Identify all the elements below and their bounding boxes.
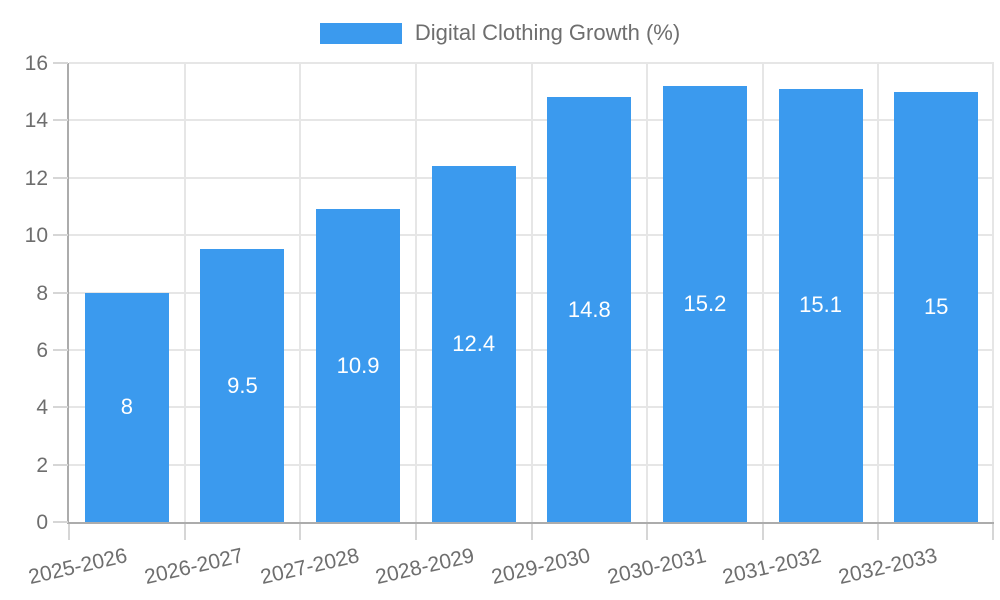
- bar-value-label: 15: [923, 293, 949, 319]
- bar-value-label: 12.4: [452, 331, 496, 357]
- bar[interactable]: 12.4: [431, 166, 516, 522]
- y-tick-label: 12: [24, 166, 48, 190]
- bar[interactable]: 9.5: [200, 249, 285, 522]
- gridline-vertical: [761, 63, 764, 522]
- y-tick-label: 16: [24, 52, 48, 75]
- gridline-vertical: [646, 63, 649, 522]
- x-tick-mark: [414, 524, 417, 540]
- plot-area: 8 9.5 10.9 12.4 14.8 15.2 15.1 15: [67, 62, 994, 524]
- x-tick-label: 2028-2029: [373, 544, 477, 590]
- bar[interactable]: 15.2: [662, 85, 747, 522]
- bar-value-label: 15.1: [799, 292, 842, 318]
- x-tick-mark: [530, 524, 533, 540]
- chart-legend-item[interactable]: Digital Clothing Growth (%): [0, 20, 1000, 46]
- x-tick-label: 2031-2032: [720, 544, 824, 590]
- x-tick-mark: [299, 524, 302, 540]
- x-tick-label: 2032-2033: [836, 544, 940, 590]
- y-tick-label: 4: [36, 396, 48, 420]
- x-tick-mark: [183, 524, 186, 540]
- y-tick-mark: [53, 406, 68, 409]
- y-tick-label: 6: [36, 338, 48, 362]
- bar[interactable]: 14.8: [547, 97, 632, 522]
- gridline-vertical: [992, 63, 994, 522]
- gridline-vertical: [530, 63, 533, 522]
- y-tick-mark: [53, 119, 68, 122]
- y-tick-mark: [53, 291, 68, 294]
- x-tick-label: 2025-2026: [26, 544, 130, 590]
- x-tick-mark: [68, 524, 70, 540]
- bar-value-label: 14.8: [567, 296, 611, 322]
- y-tick-mark: [53, 62, 68, 64]
- x-tick-mark: [646, 524, 649, 540]
- bar-value-label: 10.9: [336, 352, 380, 378]
- bar-value-label: 15.2: [683, 290, 727, 316]
- y-tick-mark: [53, 463, 68, 466]
- legend-swatch: [319, 22, 402, 44]
- bar-value-label: 8: [120, 394, 133, 420]
- y-tick-label: 14: [24, 109, 48, 133]
- y-tick-label: 10: [24, 224, 48, 248]
- gridline-vertical: [414, 63, 417, 522]
- gridline-vertical: [299, 63, 302, 522]
- bar-value-label: 9.5: [227, 372, 258, 398]
- x-tick-label: 2026-2027: [142, 544, 246, 590]
- bar[interactable]: 8: [84, 292, 169, 522]
- y-tick-mark: [53, 234, 68, 237]
- bar[interactable]: 15.1: [778, 88, 863, 522]
- x-tick-label: 2030-2031: [604, 544, 708, 590]
- y-tick-mark: [53, 521, 68, 523]
- y-tick-label: 8: [36, 281, 48, 305]
- bar[interactable]: 10.9: [316, 209, 401, 522]
- y-tick-mark: [53, 176, 68, 179]
- gridline-vertical: [183, 63, 186, 522]
- gridline-vertical: [877, 63, 880, 522]
- y-tick-label: 0: [36, 511, 48, 534]
- x-tick-mark: [761, 524, 764, 540]
- x-tick-label: 2029-2030: [489, 544, 593, 590]
- x-tick-label: 2027-2028: [257, 544, 362, 590]
- x-tick-mark: [877, 524, 880, 540]
- y-tick-mark: [53, 348, 68, 351]
- bar[interactable]: 15: [894, 91, 979, 522]
- y-tick-label: 2: [36, 453, 48, 477]
- x-tick-mark: [992, 524, 994, 540]
- legend-label: Digital Clothing Growth (%): [414, 20, 681, 45]
